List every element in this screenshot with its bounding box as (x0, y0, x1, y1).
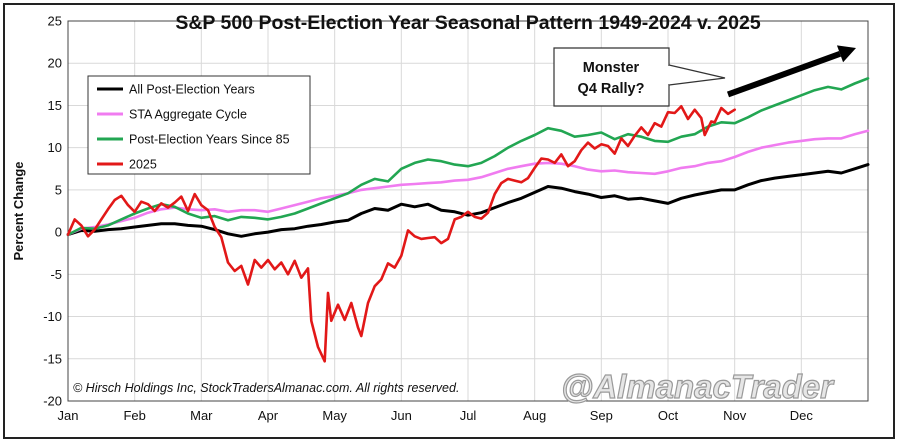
series-line-all-post-election-years (66, 163, 870, 238)
series-line-2025 (66, 105, 736, 363)
x-tick-label: Mar (190, 408, 213, 423)
legend-entry-label: 2025 (129, 158, 157, 172)
chart-frame: -20 -15 -10 -5 0 5 10 15 20 25 Jan Feb Mar Apr May Jun… (3, 3, 895, 439)
watermark: @AlmanacTrader (561, 367, 836, 405)
x-tick-label: Oct (658, 408, 679, 423)
x-tick-label: Jan (58, 408, 79, 423)
legend-entry-label: All Post-Election Years (129, 83, 255, 97)
y-tick-label: 25 (48, 14, 62, 29)
y-tick-label: -5 (50, 267, 62, 282)
copyright-notice: © Hirsch Holdings Inc, StockTradersAlman… (73, 381, 459, 395)
legend-entry-label: STA Aggregate Cycle (129, 108, 247, 122)
x-tick-label: Apr (258, 408, 279, 423)
x-axis-ticks: Jan Feb Mar Apr May Jun Jul Aug Sep Oct Nov Dec (58, 408, 814, 423)
x-tick-label: Sep (590, 408, 613, 423)
series-line-post-election-years-since-85 (66, 77, 870, 236)
y-tick-label: -20 (43, 394, 62, 409)
callout-pointer (668, 64, 726, 86)
legend-box (87, 75, 311, 175)
arrow-head (836, 45, 856, 63)
x-tick-label: May (322, 408, 347, 423)
x-tick-label: Nov (723, 408, 747, 423)
legend-entry-label: Post-Election Years Since 85 (129, 133, 290, 147)
callout-text: Q4 Rally? (578, 81, 645, 97)
data-series (66, 77, 870, 363)
callout-annotation: Monster Q4 Rally? (553, 47, 726, 107)
x-tick-label: Feb (123, 408, 145, 423)
y-tick-label: 20 (48, 56, 62, 71)
trend-arrow (726, 45, 856, 98)
y-tick-label: 5 (55, 182, 62, 197)
y-tick-label: 15 (48, 98, 62, 113)
x-tick-label: Aug (523, 408, 546, 423)
x-tick-label: Dec (790, 408, 814, 423)
chart-title: S&P 500 Post-Election Year Seasonal Patt… (175, 12, 760, 34)
legend: All Post-Election Years STA Aggregate Cyc… (87, 75, 311, 175)
watermark-text: @AlmanacTrader (561, 368, 835, 405)
callout-box (553, 47, 670, 107)
x-tick-label: Jun (391, 408, 412, 423)
x-tick-label: Jul (460, 408, 477, 423)
plot-area-border (67, 20, 869, 402)
series-line-sta-aggregate-cycle (66, 129, 870, 236)
y-tick-label: -15 (43, 351, 62, 366)
callout-text: Monster (583, 60, 640, 76)
y-axis-ticks: -20 -15 -10 -5 0 5 10 15 20 25 (43, 14, 62, 409)
arrow-shaft (726, 51, 842, 98)
y-tick-label: 10 (48, 140, 62, 155)
y-tick-label: -10 (43, 309, 62, 324)
y-tick-label: 0 (55, 225, 62, 240)
y-axis-label: Percent Change (11, 162, 26, 261)
